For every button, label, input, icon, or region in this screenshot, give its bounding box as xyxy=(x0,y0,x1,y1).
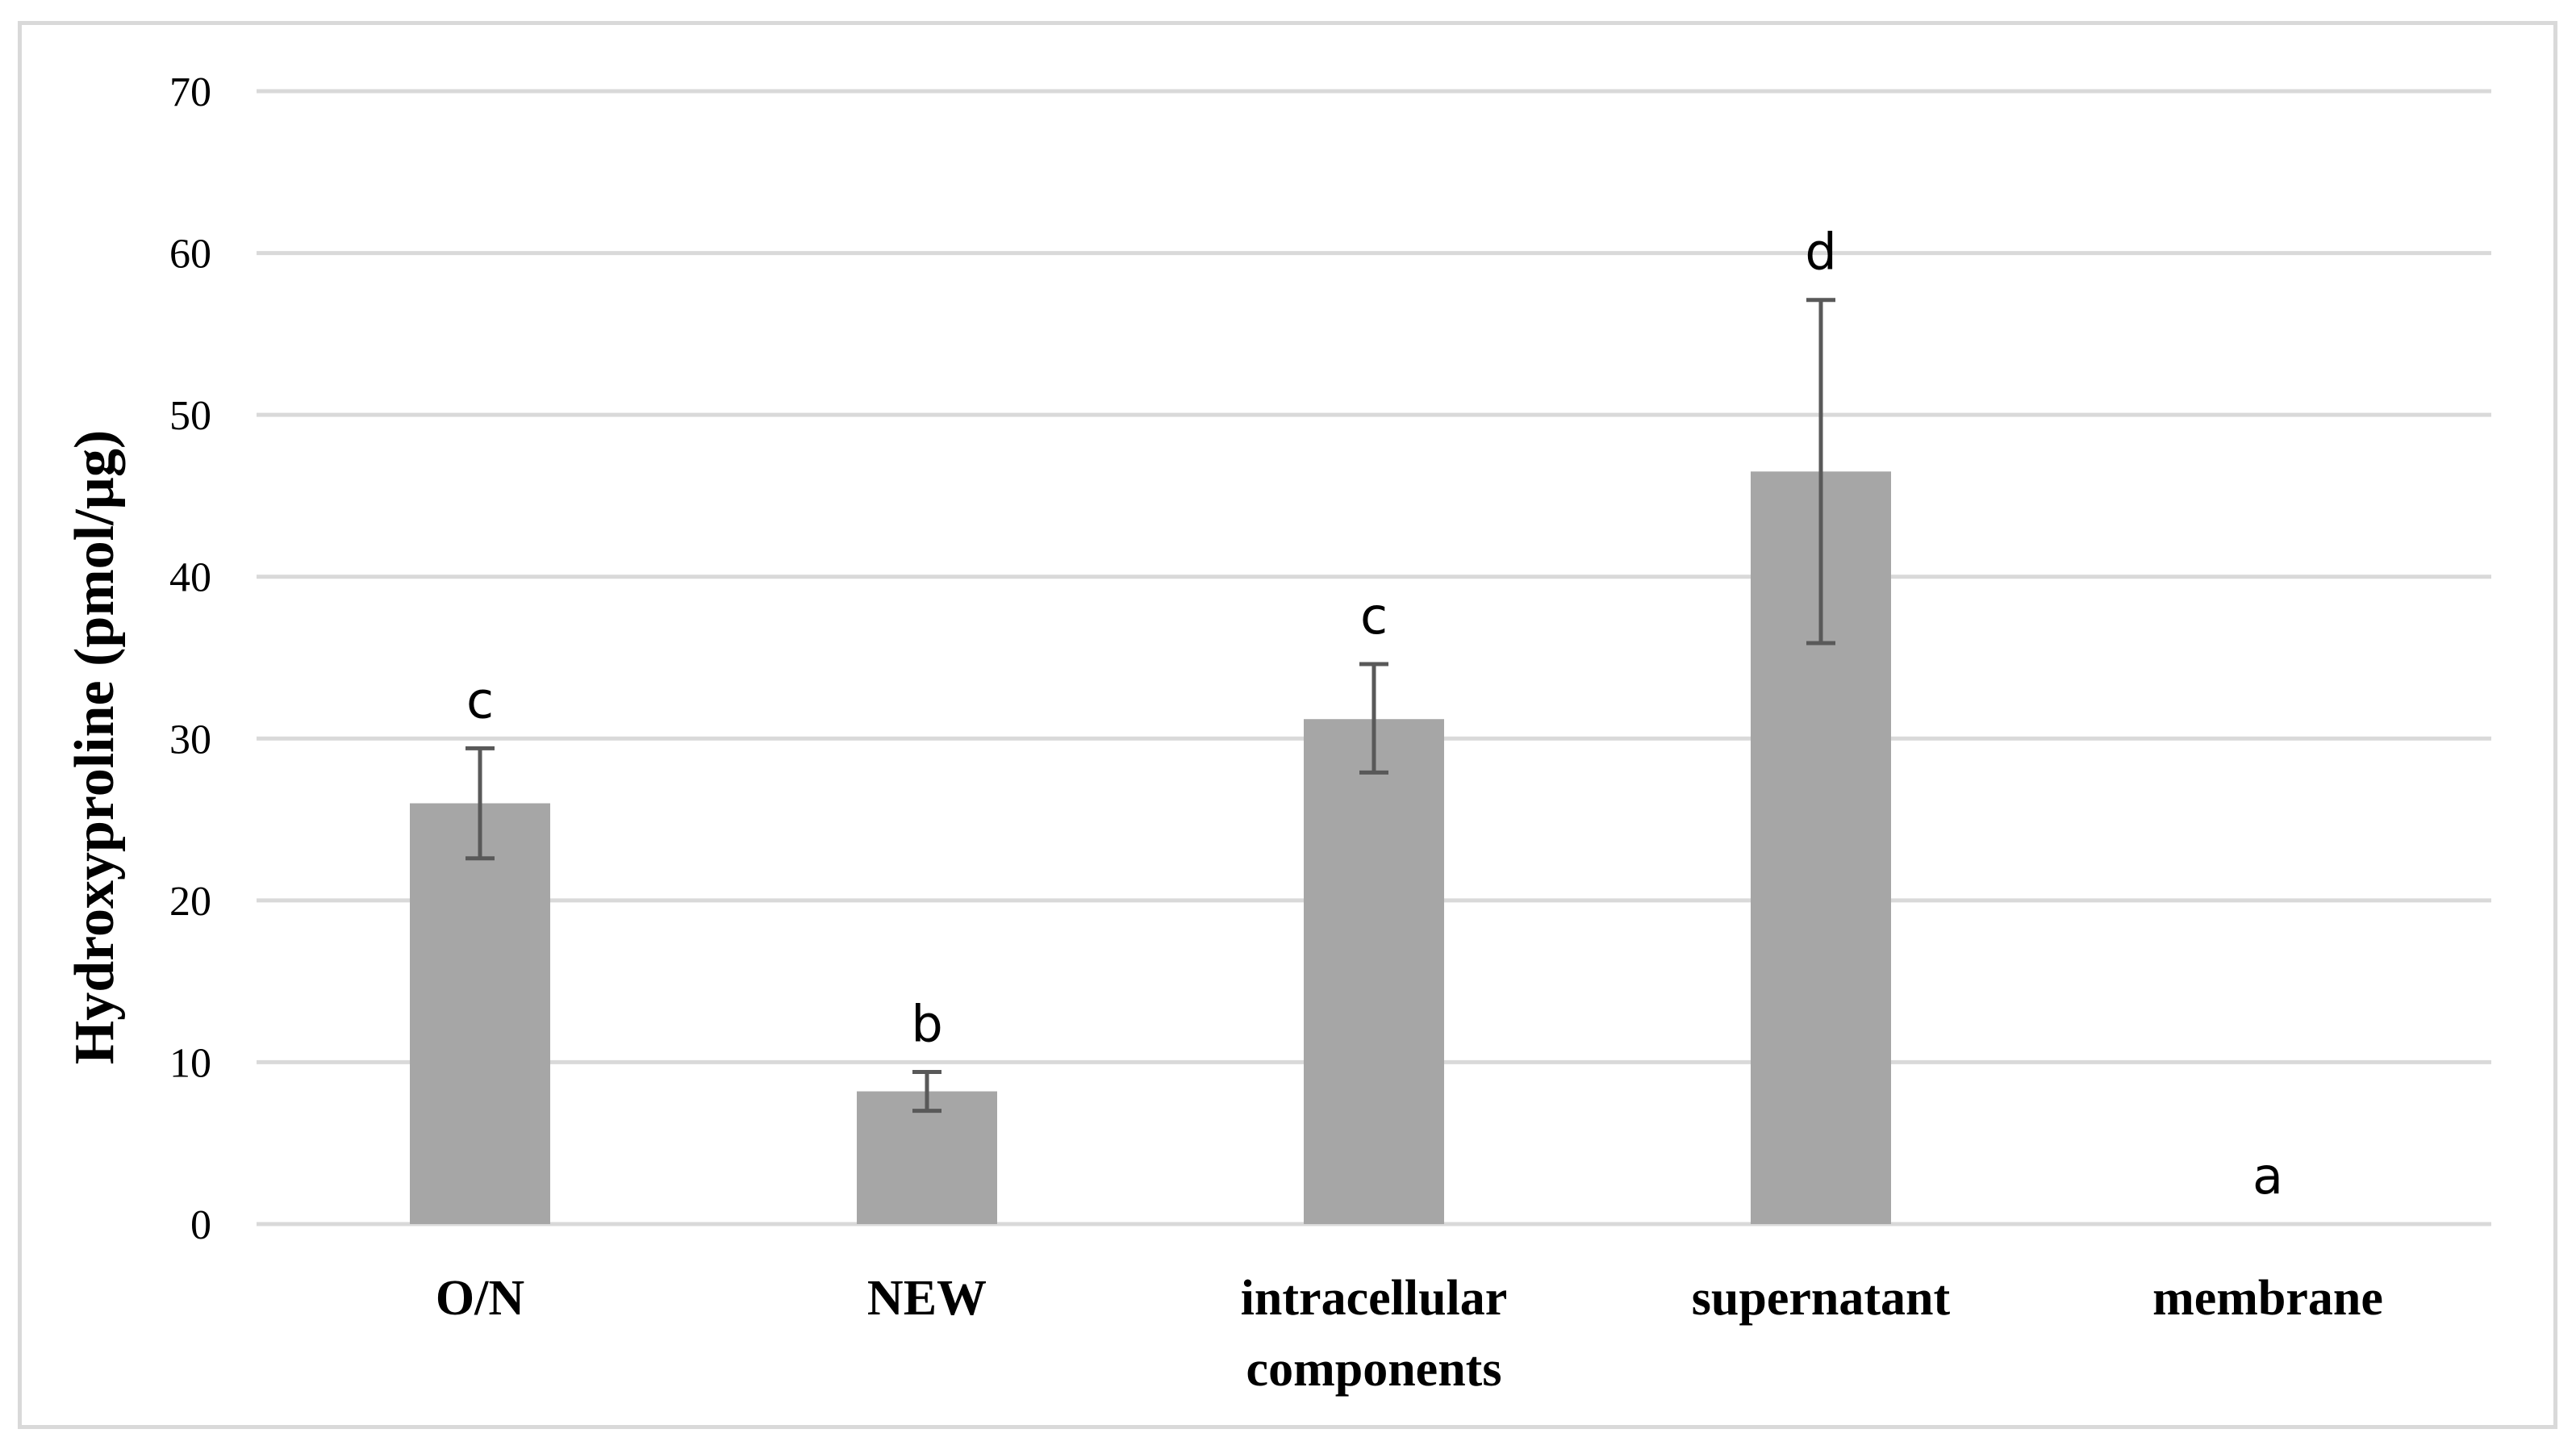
y-tick-label-10: 10 xyxy=(169,1040,211,1086)
y-tick-label-60: 60 xyxy=(169,232,211,278)
error-bars xyxy=(466,298,1835,1114)
significance-letter-0: c xyxy=(466,671,494,729)
y-axis-title: Hydroxyproline (pmol/µg) xyxy=(64,430,126,1064)
bar-1 xyxy=(857,1091,997,1224)
bar-0 xyxy=(410,803,550,1224)
significance-letter-1: b xyxy=(911,994,942,1053)
x-axis-categories: O/N NEW intracellular components supernatant… xyxy=(436,1271,2383,1397)
category-label-1: NEW xyxy=(867,1271,987,1326)
y-axis-ticks: 0 10 20 30 40 50 60 70 xyxy=(169,69,211,1248)
y-tick-label-70: 70 xyxy=(169,69,211,115)
y-tick-label-40: 40 xyxy=(169,555,211,601)
bars xyxy=(410,471,1891,1224)
y-tick-label-30: 30 xyxy=(169,717,211,763)
significance-letter-3: d xyxy=(1805,223,1836,282)
category-label-0: O/N xyxy=(436,1271,524,1326)
gridlines xyxy=(257,89,2491,1226)
y-tick-label-50: 50 xyxy=(169,393,211,439)
category-label-2-line-1: components xyxy=(1246,1342,1502,1397)
significance-letters: c b c d a xyxy=(466,223,2283,1206)
category-label-4: membrane xyxy=(2152,1271,2383,1326)
y-tick-label-0: 0 xyxy=(190,1202,211,1248)
category-label-2-line-0: intracellular xyxy=(1241,1271,1508,1326)
significance-letter-2: c xyxy=(1360,587,1388,646)
bar-2 xyxy=(1304,719,1444,1224)
y-tick-label-20: 20 xyxy=(169,879,211,925)
significance-letter-4: a xyxy=(2252,1147,2283,1206)
category-label-3: supernatant xyxy=(1692,1271,1951,1326)
